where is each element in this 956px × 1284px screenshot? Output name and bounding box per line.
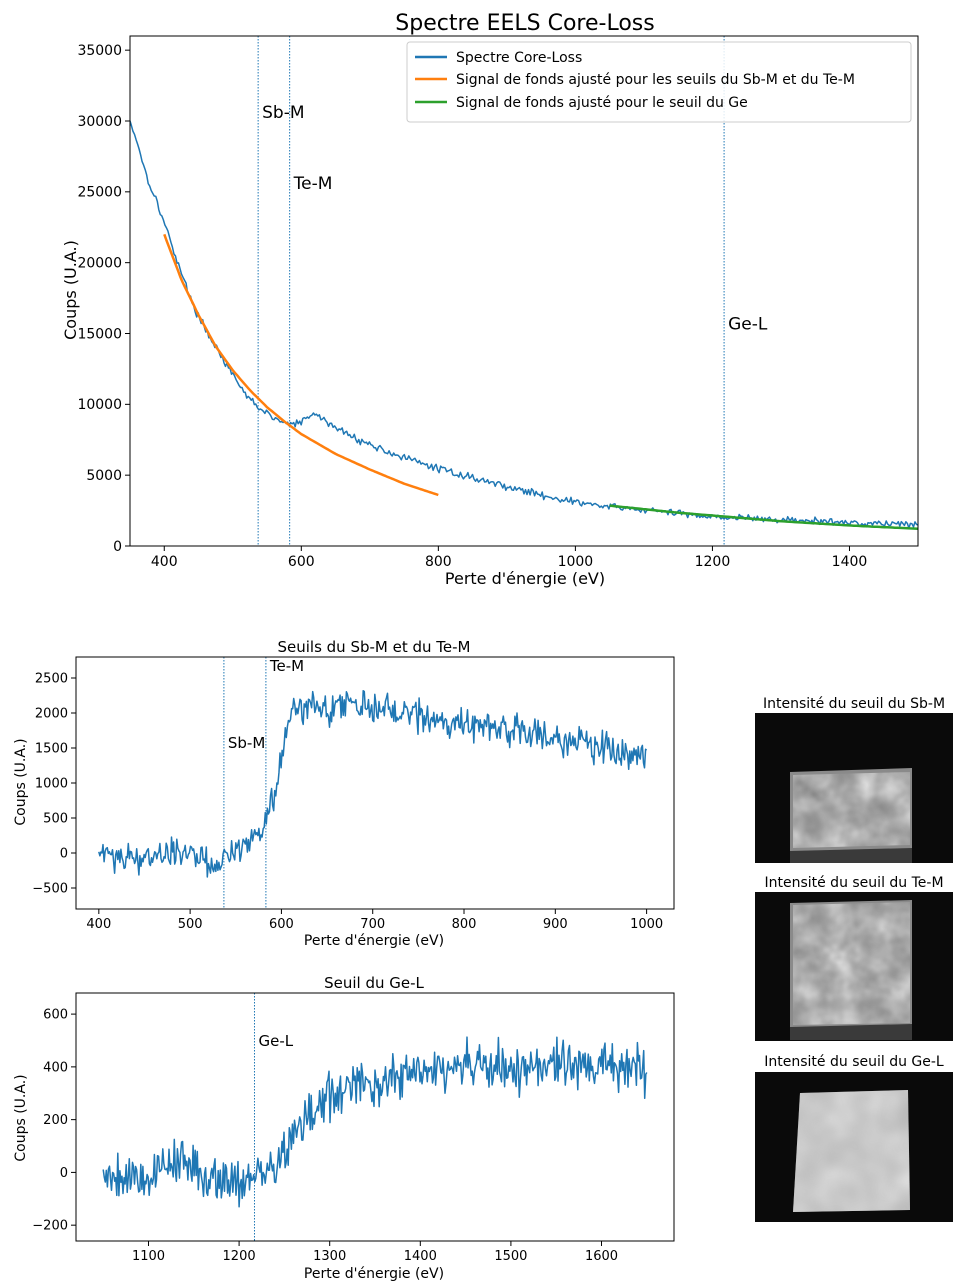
- y-tick-label: 600: [43, 1008, 68, 1023]
- legend-label-sbte-fit: Signal de fonds ajusté pour les seuils d…: [456, 72, 855, 88]
- chart-title: Seuils du Sb-M et du Te-M: [277, 638, 470, 656]
- x-axis-label: Perte d'énergie (eV): [445, 569, 605, 588]
- y-tick-label: 400: [43, 1060, 68, 1075]
- series-lines: [98, 689, 648, 878]
- x-axis-label: Perte d'énergie (eV): [304, 933, 444, 949]
- x-tick-label: 1400: [832, 554, 868, 570]
- plot-frame: [75, 656, 675, 910]
- x-tick-label: 900: [543, 917, 568, 932]
- core-loss-chart: Spectre EELS Core-Loss Perte d'énergie (…: [61, 11, 919, 588]
- intensity-maps: Intensité du seuil du Sb-M Intensité du …: [755, 696, 953, 1222]
- series-line: [98, 689, 648, 878]
- legend-label-core-loss: Spectre Core-Loss: [456, 50, 582, 66]
- x-tick-label: 1500: [494, 1249, 527, 1264]
- ge-edge-chart: Seuil du Ge-L Perte d'énergie (eV) Coups…: [13, 974, 675, 1282]
- y-tick-label: 35000: [77, 43, 122, 59]
- y-tick-label: 2500: [35, 672, 68, 687]
- map-image-sb-m: [755, 713, 953, 863]
- y-tick-label: 10000: [77, 397, 122, 413]
- series-line: [129, 120, 919, 529]
- y-tick-label: −200: [32, 1219, 68, 1234]
- y-axis-label: Coups (U.A.): [13, 1074, 29, 1161]
- y-tick-label: 25000: [77, 185, 122, 201]
- y-tick-label: 1000: [35, 777, 68, 792]
- x-tick-label: 1400: [404, 1249, 437, 1264]
- chart-title: Seuil du Ge-L: [324, 974, 424, 992]
- y-tick-label: 200: [43, 1113, 68, 1128]
- series-lines: [129, 120, 919, 530]
- x-tick-label: 800: [452, 917, 477, 932]
- axis-ticks: 400 500 600 700 800 900 1000 −500 0 500 1000 1500 20…: [32, 672, 663, 932]
- x-tick-label: 600: [288, 554, 315, 570]
- edge-lines: [223, 657, 267, 909]
- x-tick-label: 400: [86, 917, 111, 932]
- x-axis-label: Perte d'énergie (eV): [304, 1266, 444, 1282]
- y-tick-label: 5000: [86, 468, 122, 484]
- y-axis-label: Coups (U.A.): [13, 738, 29, 825]
- x-tick-label: 700: [360, 917, 385, 932]
- y-tick-label: 0: [60, 847, 68, 862]
- x-tick-label: 500: [178, 917, 203, 932]
- x-tick-label: 1200: [695, 554, 731, 570]
- plot-frame: [129, 35, 919, 547]
- x-tick-label: 1100: [132, 1249, 165, 1264]
- edge-annotation: Sb-M: [262, 103, 304, 123]
- map-title-ge-l: Intensité du seuil du Ge-L: [764, 1054, 944, 1070]
- map-image-te-m: [755, 892, 953, 1041]
- axis-ticks: 400 600 800 1000 1200 1400 0 5000 10000 15000 2000…: [77, 43, 867, 570]
- chart-title: Spectre EELS Core-Loss: [395, 11, 654, 36]
- x-tick-label: 1300: [313, 1249, 346, 1264]
- x-tick-label: 1600: [585, 1249, 618, 1264]
- y-tick-label: 500: [43, 812, 68, 827]
- y-tick-label: 20000: [77, 256, 122, 272]
- x-tick-label: 1000: [630, 917, 663, 932]
- y-tick-label: 30000: [77, 114, 122, 130]
- legend-label-ge-fit: Signal de fonds ajusté pour le seuil du …: [456, 95, 748, 111]
- x-tick-label: 1000: [558, 554, 594, 570]
- x-tick-label: 600: [269, 917, 294, 932]
- y-tick-label: 2000: [35, 707, 68, 722]
- map-title-sb-m: Intensité du seuil du Sb-M: [763, 696, 945, 712]
- sbte-edges-chart: Seuils du Sb-M et du Te-M Perte d'énergi…: [13, 638, 675, 949]
- axis-ticks: 1100 1200 1300 1400 1500 1600 −200 0 200 400 600: [32, 1008, 618, 1264]
- map-title-te-m: Intensité du seuil du Te-M: [764, 875, 943, 891]
- series-line: [163, 233, 439, 497]
- edge-annotation: Ge-L: [258, 1032, 293, 1050]
- series-line: [102, 1036, 648, 1208]
- y-tick-label: 15000: [77, 326, 122, 342]
- x-tick-label: 1200: [223, 1249, 256, 1264]
- edge-annotations: Sb-M Te-M: [228, 657, 304, 752]
- y-tick-label: 0: [113, 539, 122, 555]
- y-tick-label: 0: [60, 1166, 68, 1181]
- edge-annotation: Sb-M: [228, 734, 265, 752]
- edge-annotation: Ge-L: [728, 314, 768, 334]
- edge-annotation: Te-M: [269, 657, 304, 675]
- x-tick-label: 400: [151, 554, 178, 570]
- plot-frame: [75, 992, 675, 1242]
- x-tick-label: 800: [425, 554, 452, 570]
- edge-annotation: Te-M: [293, 174, 333, 194]
- y-tick-label: 1500: [35, 742, 68, 757]
- series-line: [609, 504, 919, 530]
- y-axis-label: Coups (U.A.): [61, 240, 80, 340]
- y-tick-label: −500: [32, 882, 68, 897]
- series-lines: [102, 1036, 648, 1208]
- edge-annotations: Sb-M Te-M Ge-L: [262, 103, 768, 334]
- map-image-ge-l: [755, 1072, 953, 1222]
- legend: Spectre Core-Loss Signal de fonds ajusté…: [406, 41, 912, 123]
- edge-annotations: Ge-L: [258, 1032, 293, 1050]
